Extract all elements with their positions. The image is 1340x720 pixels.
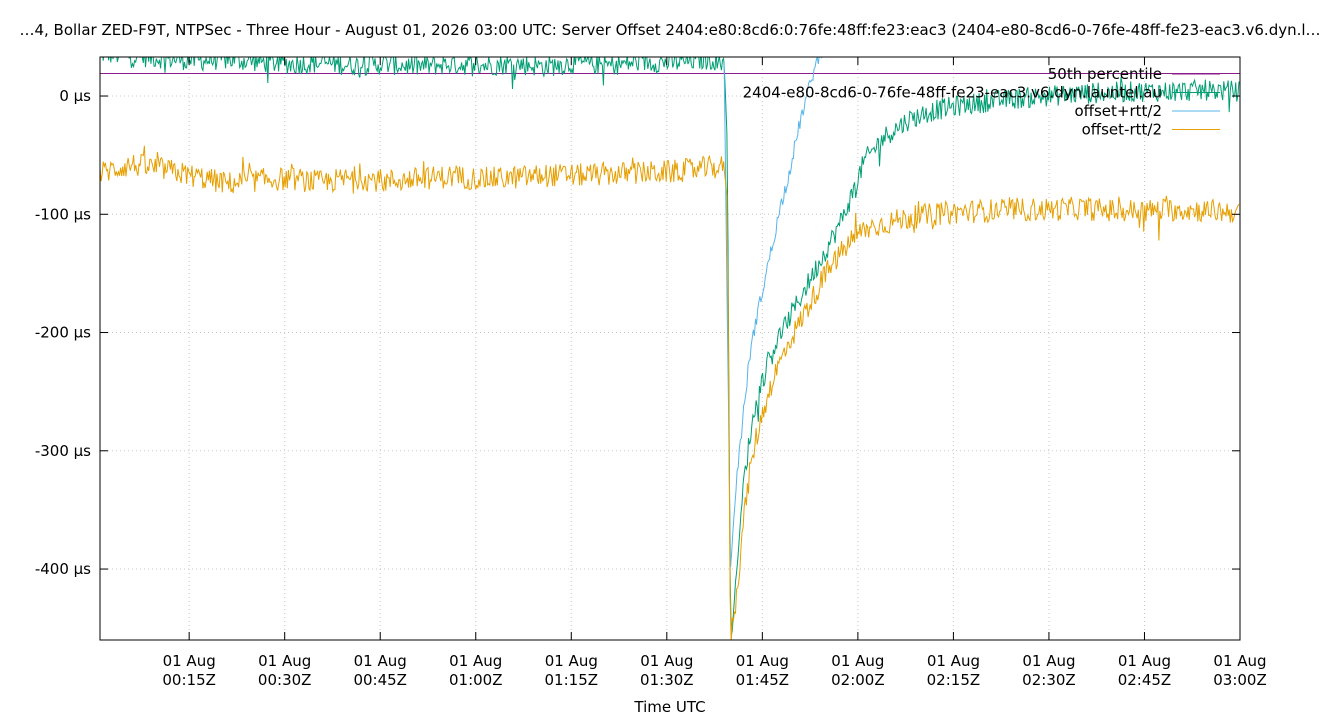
x-tick-label: 01 Aug 00:45Z [353,652,407,689]
x-tick-label-line: 01:45Z [736,671,790,689]
x-tick-label-line: 01:00Z [449,671,503,689]
x-tick-label: 01 Aug 01:45Z [736,652,790,689]
y-tick-label: -100 µs [35,205,91,223]
x-tick-label-line: 01:15Z [545,671,599,689]
x-tick-label-line: 01 Aug [163,652,216,670]
x-tick-label: 01 Aug 01:00Z [449,652,503,689]
x-tick-label-line: 00:30Z [258,671,312,689]
x-tick-label: 01 Aug 02:15Z [927,652,981,689]
x-tick-label: 01 Aug 02:00Z [831,652,885,689]
x-tick-label: 01 Aug 01:30Z [640,652,694,689]
x-tick-label-line: 01 Aug [640,652,693,670]
legend-label: offset-rtt/2 [1082,121,1162,139]
x-axis-label: Time UTC [633,698,705,716]
x-tick-label-line: 01:30Z [640,671,694,689]
x-tick-label-line: 01 Aug [736,652,789,670]
series-layer [100,57,1240,640]
legend-label: offset+rtt/2 [1074,102,1162,120]
x-tick-label-line: 00:15Z [162,671,216,689]
x-tick-label-line: 01 Aug [831,652,884,670]
x-tick-label-line: 02:45Z [1118,671,1172,689]
x-tick-label: 01 Aug 02:45Z [1118,652,1172,689]
x-tick-label: 01 Aug 02:30Z [1022,652,1076,689]
x-tick-label-line: 02:15Z [927,671,981,689]
x-tick-label-line: 01 Aug [449,652,502,670]
grid-layer [100,57,1241,640]
x-tick-label: 01 Aug 00:15Z [162,652,216,689]
series-line-2 [723,57,823,567]
legend-label: 2404-e80-8cd6-0-76fe-48ff-fe23-eac3.v6.d… [743,84,1162,102]
x-tick-label-line: 01 Aug [1118,652,1171,670]
x-tick-label-line: 01 Aug [1213,652,1266,670]
x-tick-label-line: 00:45Z [353,671,407,689]
plot-frame [99,56,1241,641]
x-tick-label-line: 01 Aug [545,652,598,670]
x-tick-label: 01 Aug 03:00Z [1213,652,1267,689]
series-line-3 [100,145,1240,640]
x-tick-label-line: 01 Aug [927,652,980,670]
x-tick-label-line: 03:00Z [1213,671,1267,689]
x-tick-label-line: 01 Aug [1022,652,1075,670]
x-tick-label-line: 01 Aug [258,652,311,670]
x-tick-label: 01 Aug 00:30Z [258,652,312,689]
y-tick-label: -200 µs [35,324,91,342]
chart-title: …4, Bollar ZED-F9T, NTPSec - Three Hour … [19,21,1320,39]
legend: 50th percentile2404-e80-8cd6-0-76fe-48ff… [743,65,1220,139]
x-tick-label: 01 Aug 01:15Z [545,652,599,689]
x-tick-label-line: 02:00Z [831,671,885,689]
y-tick-label: -300 µs [35,442,91,460]
y-tick-label: -400 µs [35,560,91,578]
x-tick-label-line: 02:30Z [1022,671,1076,689]
x-tick-label-line: 01 Aug [354,652,407,670]
legend-label: 50th percentile [1048,65,1162,83]
series-line-1 [102,57,1240,637]
y-tick-label: 0 µs [59,87,91,105]
